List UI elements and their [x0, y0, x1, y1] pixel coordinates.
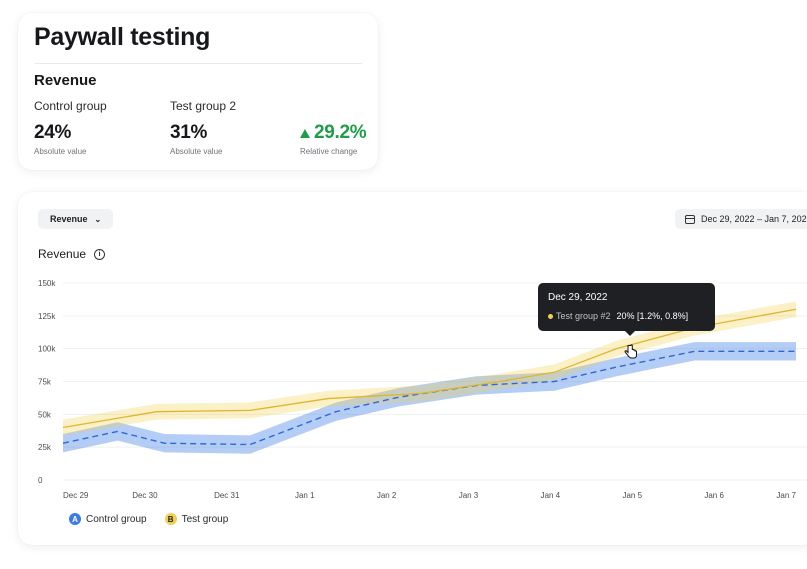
y-tick-label: 125k [38, 312, 56, 321]
test-caption: Absolute value [170, 147, 223, 156]
date-range-picker[interactable]: Dec 29, 2022 – Jan 7, 202 [675, 209, 807, 229]
metric-dropdown-label: Revenue [50, 214, 88, 224]
x-tick-label: Jan 7 [776, 491, 796, 500]
test-metric: Test group 2 31% Absolute value [170, 99, 236, 156]
y-tick-label: 0 [38, 476, 43, 485]
series-line-control [62, 350, 796, 446]
chart-card: Revenue ⌄ Dec 29, 2022 – Jan 7, 202 Reve… [18, 192, 807, 545]
legend-label-test: Test group [181, 513, 229, 525]
x-tick-label: Jan 4 [541, 491, 561, 500]
x-tick-label: Dec 31 [214, 491, 240, 500]
arrow-up-icon [300, 128, 310, 138]
x-tick-label: Dec 29 [63, 491, 89, 500]
chart-legend: A Control group B Test group [69, 513, 228, 525]
calendar-icon [685, 214, 695, 224]
y-tick-label: 25k [38, 443, 52, 452]
chart-title-text: Revenue [38, 247, 87, 261]
revenue-chart: 0 25k 50k 75k 100k 125k 150k Dec 29 Dec 30 Dec 31… [38, 279, 807, 500]
legend-badge-a: A [69, 513, 81, 525]
control-caption: Absolute value [34, 147, 87, 156]
control-metric: Control group 24% Absolute value [34, 99, 107, 156]
hand-cursor-icon [624, 344, 637, 359]
section-title: Revenue [34, 72, 97, 89]
page-title: Paywall testing [34, 23, 211, 51]
relative-caption: Relative change [300, 147, 358, 156]
info-icon[interactable]: i [94, 248, 106, 260]
legend-label-control: Control group [86, 513, 147, 525]
y-tick-label: 50k [38, 410, 52, 419]
summary-card: Paywall testing Revenue Control group 24… [18, 13, 378, 170]
x-tick-label: Dec 30 [132, 491, 158, 500]
series-band-test [63, 301, 796, 436]
control-value: 24% [34, 122, 72, 143]
x-tick-label: Jan 5 [622, 491, 642, 500]
metric-dropdown[interactable]: Revenue ⌄ [38, 209, 114, 229]
control-label: Control group [34, 99, 107, 113]
relative-value: 29.2% [314, 122, 367, 143]
tooltip-value: 20% [1.2%, 0.8%] [616, 311, 689, 321]
test-label: Test group 2 [170, 99, 237, 113]
chevron-down-icon: ⌄ [94, 214, 102, 224]
legend-item-test[interactable]: B Test group [164, 513, 229, 525]
legend-badge-b: B [164, 513, 177, 525]
chart-tooltip: Dec 29, 2022 Test group #2 20% [1.2%, 0.… [538, 283, 715, 336]
x-tick-label: Jan 6 [704, 491, 724, 500]
tooltip-date: Dec 29, 2022 [548, 292, 608, 303]
divider [34, 63, 362, 64]
tooltip-row: Test group #2 20% [1.2%, 0.8%] [548, 311, 688, 321]
series-line-test [62, 308, 797, 429]
y-tick-label: 150k [38, 279, 56, 288]
tooltip-series-name: Test group #2 [556, 311, 611, 321]
y-tick-label: 75k [38, 378, 52, 387]
test-value: 31% [170, 122, 208, 143]
x-tick-label: Jan 1 [295, 491, 315, 500]
tooltip-series-dot [548, 313, 553, 319]
relative-metric: 29.2% Relative change [300, 99, 367, 156]
y-tick-label: 100k [38, 345, 56, 354]
x-tick-label: Jan 2 [377, 491, 397, 500]
chart-title: Revenue i [38, 247, 106, 261]
x-tick-label: Jan 3 [459, 491, 479, 500]
series-band-control [63, 342, 796, 454]
legend-item-control[interactable]: A Control group [69, 513, 147, 525]
date-range-label: Dec 29, 2022 – Jan 7, 202 [701, 214, 807, 224]
